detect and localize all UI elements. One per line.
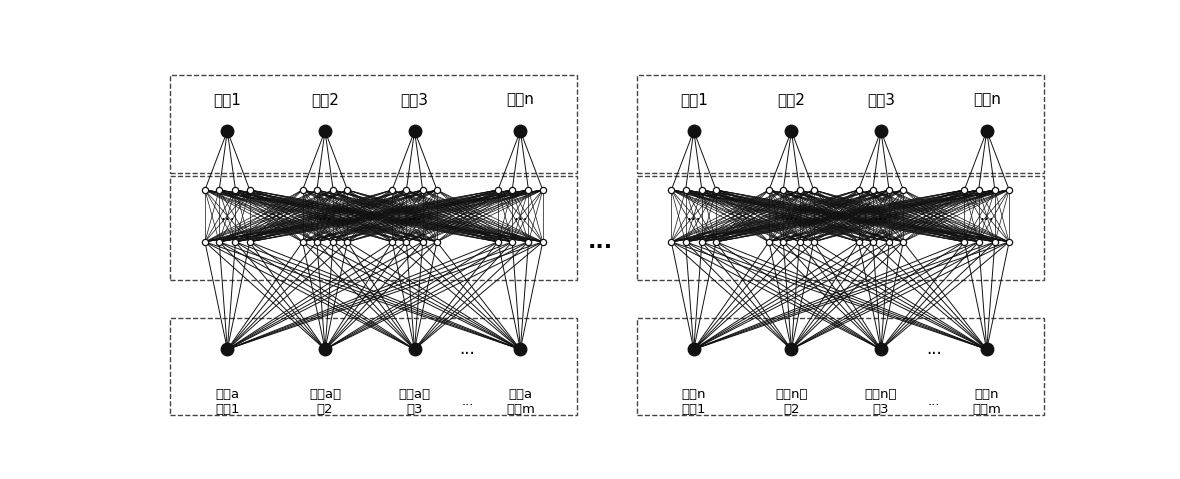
Text: 工位n
通道1: 工位n 通道1: [682, 388, 706, 415]
Text: ...: ...: [461, 395, 473, 408]
Text: ...: ...: [317, 208, 333, 223]
Text: ...: ...: [784, 208, 799, 223]
Bar: [170, 76, 577, 172]
Text: 信号1: 信号1: [214, 92, 241, 107]
Bar: [637, 318, 1043, 415]
Text: 信号3: 信号3: [867, 92, 894, 107]
Text: 信号3: 信号3: [400, 92, 428, 107]
Text: 工位a
通道m: 工位a 通道m: [506, 388, 535, 415]
Text: ...: ...: [219, 208, 235, 223]
Bar: [170, 176, 577, 280]
Bar: [637, 176, 1043, 280]
Text: 工位n通
道3: 工位n通 道3: [865, 388, 897, 415]
Text: 工位a
通道1: 工位a 通道1: [215, 388, 240, 415]
Text: ...: ...: [926, 341, 942, 358]
Text: 信号2: 信号2: [778, 92, 805, 107]
Text: ...: ...: [513, 208, 527, 223]
Text: 工位n
通道m: 工位n 通道m: [972, 388, 1001, 415]
Text: 工位n通
道2: 工位n通 道2: [775, 388, 807, 415]
Text: ...: ...: [407, 208, 421, 223]
Text: ...: ...: [687, 208, 701, 223]
Text: ...: ...: [873, 208, 889, 223]
Bar: [637, 76, 1043, 172]
Text: 信号2: 信号2: [312, 92, 339, 107]
Text: 信号1: 信号1: [680, 92, 708, 107]
Text: ...: ...: [927, 395, 940, 408]
Text: ...: ...: [459, 341, 476, 358]
Text: 信号n: 信号n: [972, 92, 1001, 107]
Text: 工位a通
道2: 工位a通 道2: [309, 388, 341, 415]
Text: ...: ...: [588, 232, 612, 252]
Text: ...: ...: [979, 208, 994, 223]
Bar: [170, 318, 577, 415]
Text: 信号n: 信号n: [506, 92, 535, 107]
Text: 工位a通
道3: 工位a通 道3: [399, 388, 431, 415]
